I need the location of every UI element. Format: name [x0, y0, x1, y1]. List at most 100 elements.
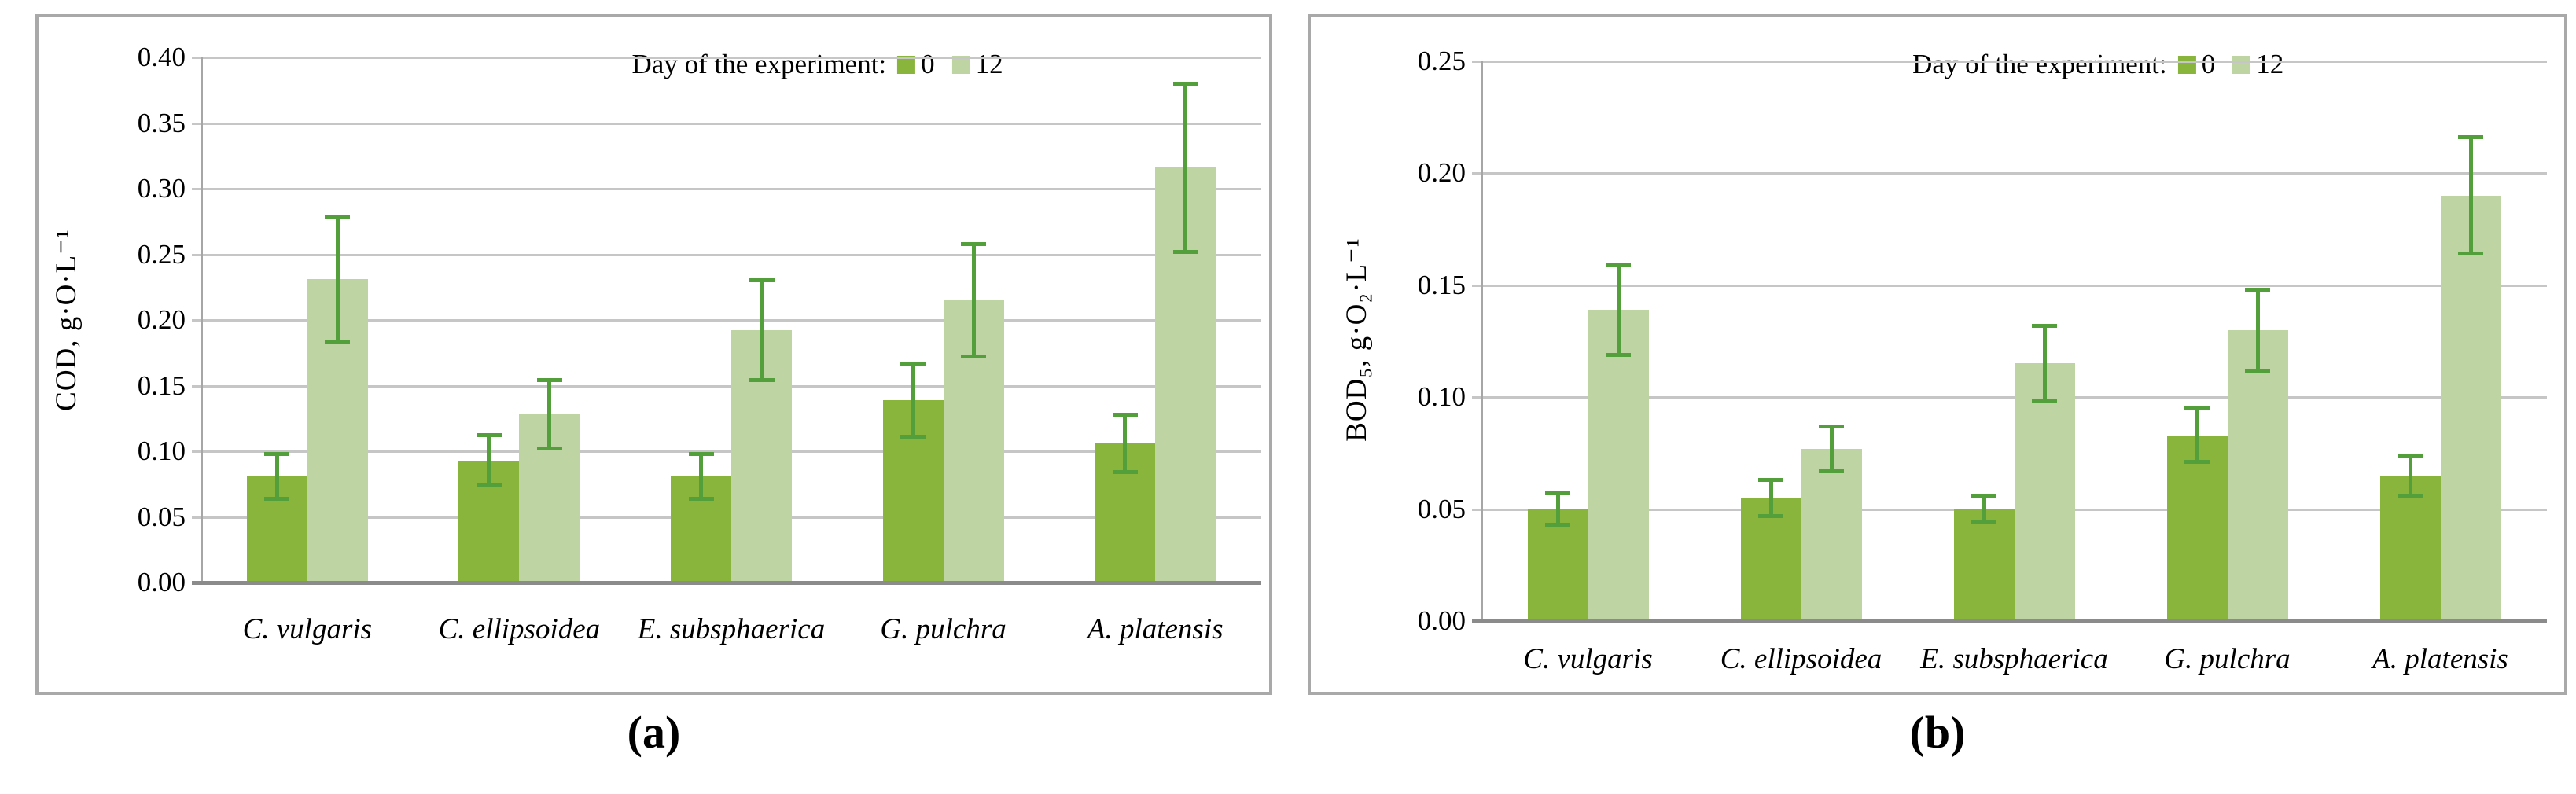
y-tick-label-0.20: 0.20 [1417, 157, 1466, 189]
error-bar-day12-a-platensis [1183, 83, 1188, 252]
error-bar-day12-e-subsphaerica [760, 280, 764, 380]
x-label-a-platensis: A. platensis [2372, 643, 2508, 675]
y-tick-label-0.25: 0.25 [1417, 46, 1466, 76]
legend-swatch-day12 [951, 55, 970, 74]
caption-b: (b) [1909, 707, 1966, 758]
bar-day12-c-ellipsoidea [1801, 448, 1862, 619]
error-bar-day12-e-subsphaerica [2042, 325, 2047, 402]
error-cap-bottom-day12-e-subsphaerica [749, 378, 775, 383]
y-tick-0.25 [192, 253, 201, 256]
y-axis-title: COD, g·O·L⁻¹ [50, 229, 83, 411]
error-cap-bottom-day12-c-vulgaris [1606, 352, 1631, 357]
y-tick-label-0.25: 0.25 [137, 238, 186, 270]
y-axis-line [1481, 61, 1483, 623]
error-cap-top-day0-c-vulgaris [264, 451, 290, 456]
x-label-g-pulchra: G. pulchra [2164, 643, 2291, 675]
bar-day0-c-ellipsoidea [1740, 498, 1801, 619]
error-cap-top-day0-c-vulgaris [1545, 491, 1570, 496]
bar-day0-e-subsphaerica [1953, 509, 2015, 619]
y-tick-0.25 [1472, 61, 1481, 63]
y-tick-label-0.10: 0.10 [1417, 381, 1466, 413]
gridline-0.40 [201, 57, 1261, 59]
error-cap-bottom-day12-a-platensis [2458, 252, 2483, 256]
x-label-a-platensis: A. platensis [1087, 613, 1224, 645]
legend-label-day12: 12 [975, 49, 1003, 79]
error-cap-top-day0-g-pulchra [2184, 406, 2210, 410]
y-tick-0.15 [1472, 284, 1481, 287]
y-tick-label-0.30: 0.30 [137, 173, 186, 204]
legend-swatch-day0 [2177, 55, 2196, 74]
error-cap-bottom-day0-g-pulchra [2184, 460, 2210, 465]
legend-title: Day of the experiment: [631, 49, 887, 79]
gridline-0.20 [201, 319, 1261, 322]
caption-a: (a) [627, 707, 681, 758]
y-tick-0.15 [192, 384, 201, 388]
legend-label-day0: 0 [2201, 49, 2216, 79]
y-tick-0.05 [192, 516, 201, 519]
legend-swatch-day12 [2232, 55, 2251, 74]
error-cap-top-day12-g-pulchra [2245, 287, 2270, 292]
error-cap-top-day12-a-platensis [2458, 135, 2483, 140]
error-bar-day12-g-pulchra [2255, 289, 2260, 370]
y-tick-0.20 [192, 319, 201, 322]
legend: Day of the experiment: 0 12 [1912, 49, 2301, 80]
chart-panel-b: BOD₅, g·O₂·L⁻¹ Day of the experiment: 0 … [1308, 14, 2567, 695]
gridline-0.15 [1481, 284, 2547, 287]
error-cap-top-day0-a-platensis [2398, 453, 2423, 458]
error-cap-top-day12-e-subsphaerica [749, 278, 775, 283]
error-bar-day12-a-platensis [2468, 137, 2473, 254]
y-tick-label-0.05: 0.05 [1417, 493, 1466, 524]
y-tick-0.35 [192, 122, 201, 125]
x-axis-line [192, 581, 1261, 585]
error-cap-top-day12-g-pulchra [961, 241, 987, 246]
error-cap-top-day12-c-ellipsoidea [1819, 424, 1844, 428]
error-cap-top-day0-c-ellipsoidea [476, 433, 502, 438]
x-label-c-vulgaris: C. vulgaris [1523, 643, 1653, 675]
y-tick-label-0.00: 0.00 [1417, 605, 1466, 636]
error-cap-bottom-day12-c-vulgaris [325, 340, 351, 344]
error-bar-day0-c-ellipsoidea [1768, 480, 1773, 516]
y-tick-label-0.40: 0.40 [137, 42, 186, 72]
error-bar-day0-a-platensis [1123, 414, 1128, 472]
error-bar-day0-a-platensis [2408, 455, 2412, 496]
error-cap-top-day12-a-platensis [1172, 81, 1198, 86]
error-cap-bottom-day0-c-vulgaris [1545, 523, 1570, 527]
gridline-0.35 [201, 122, 1261, 125]
x-label-c-ellipsoidea: C. ellipsoidea [1720, 643, 1882, 675]
error-cap-top-day0-e-subsphaerica [688, 451, 714, 456]
gridline-0.20 [1481, 172, 2547, 175]
error-cap-bottom-day12-e-subsphaerica [2032, 399, 2057, 404]
error-bar-day12-c-vulgaris [1616, 265, 1621, 355]
y-tick-0.05 [1472, 508, 1481, 511]
x-axis-line [1472, 619, 2547, 623]
error-cap-top-day12-e-subsphaerica [2032, 323, 2057, 328]
bar-day12-g-pulchra [2227, 329, 2288, 619]
y-tick-label-0.15: 0.15 [1417, 269, 1466, 300]
error-cap-top-day12-c-ellipsoidea [536, 378, 562, 383]
bar-day12-e-subsphaerica [2014, 363, 2075, 619]
error-cap-bottom-day0-c-ellipsoidea [1758, 513, 1783, 518]
error-cap-bottom-day0-c-ellipsoidea [476, 483, 502, 487]
y-axis-title: BOD₅, g·O₂·L⁻¹ [1341, 237, 1373, 442]
y-tick-0.30 [192, 188, 201, 190]
y-tick-label-0.05: 0.05 [137, 501, 186, 532]
error-bar-day0-e-subsphaerica [1982, 495, 1986, 523]
x-label-e-subsphaerica: E. subsphaerica [637, 613, 826, 645]
error-cap-bottom-day12-c-ellipsoidea [536, 447, 562, 451]
gridline-0.25 [1481, 61, 2547, 63]
y-tick-0.20 [1472, 172, 1481, 175]
error-bar-day12-g-pulchra [971, 244, 976, 357]
error-bar-day0-c-vulgaris [274, 454, 279, 499]
bar-day12-c-vulgaris [1588, 310, 1649, 619]
y-tick-label-0.00: 0.00 [137, 567, 186, 597]
error-cap-bottom-day0-e-subsphaerica [1971, 520, 1996, 525]
y-tick-0.10 [192, 450, 201, 453]
error-bar-day0-g-pulchra [911, 363, 915, 437]
x-label-g-pulchra: G. pulchra [880, 613, 1006, 645]
y-tick-label-0.10: 0.10 [137, 436, 186, 466]
error-cap-bottom-day12-c-ellipsoidea [1819, 469, 1844, 473]
legend: Day of the experiment: 0 12 [632, 49, 1021, 80]
chart-panel-a: COD, g·O·L⁻¹ Day of the experiment: 0 12… [35, 14, 1272, 695]
error-cap-top-day0-c-ellipsoidea [1758, 478, 1783, 483]
